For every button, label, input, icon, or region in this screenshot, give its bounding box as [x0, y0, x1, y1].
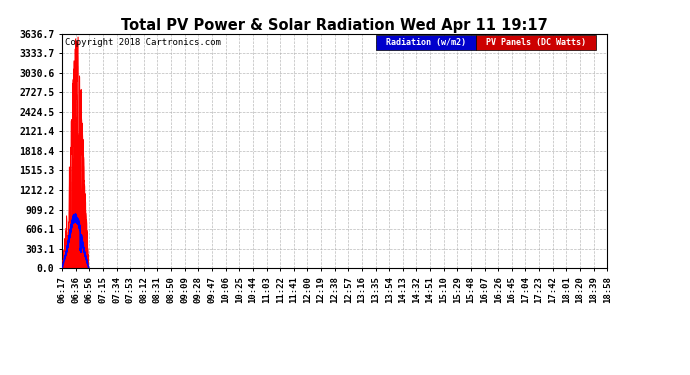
Text: Radiation (w/m2): Radiation (w/m2)	[386, 38, 466, 47]
FancyBboxPatch shape	[476, 35, 596, 50]
Title: Total PV Power & Solar Radiation Wed Apr 11 19:17: Total PV Power & Solar Radiation Wed Apr…	[121, 18, 548, 33]
Text: PV Panels (DC Watts): PV Panels (DC Watts)	[486, 38, 586, 47]
FancyBboxPatch shape	[375, 35, 476, 50]
Text: Copyright 2018 Cartronics.com: Copyright 2018 Cartronics.com	[65, 39, 221, 48]
